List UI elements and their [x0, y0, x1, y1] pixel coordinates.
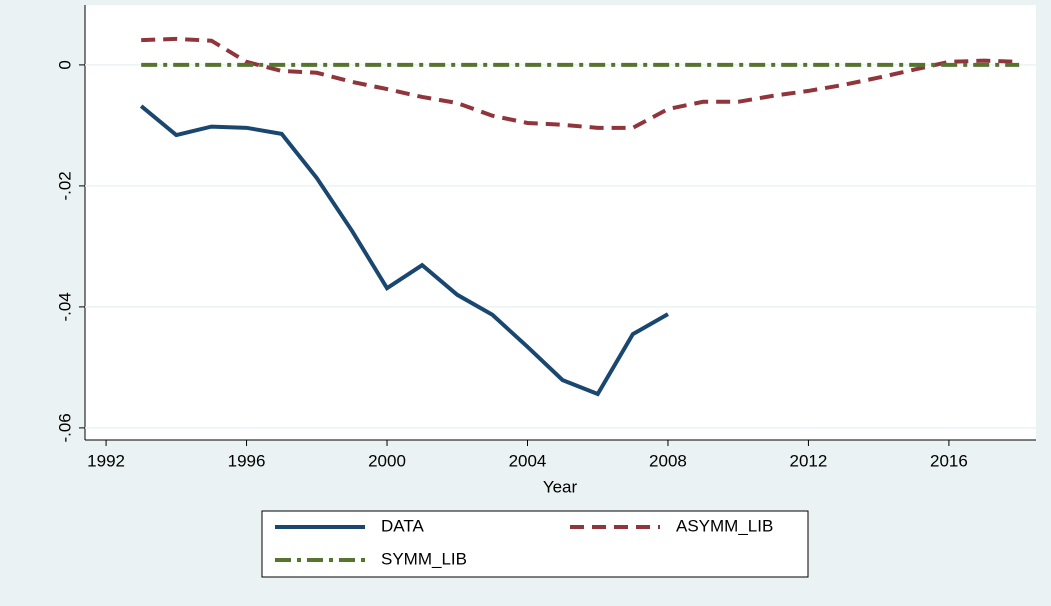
y-tick-label: 0 — [55, 60, 74, 69]
series-line — [141, 36, 1020, 130]
x-tick-label: 1992 — [87, 451, 125, 470]
y-tick-label: -.02 — [55, 171, 74, 200]
x-axis-label: Year — [543, 477, 578, 496]
x-tick-label: 1996 — [228, 451, 266, 470]
x-tick-label: 2008 — [649, 451, 687, 470]
legend-label: DATA — [381, 516, 424, 535]
series-line — [139, 104, 669, 397]
y-tick-label: -.06 — [55, 413, 74, 442]
legend-label: ASYMM_LIB — [676, 516, 773, 535]
plot-area — [85, 5, 1036, 440]
x-tick-label: 2012 — [790, 451, 828, 470]
legend-label: SYMM_LIB — [381, 549, 467, 568]
y-tick-label: -.04 — [55, 292, 74, 321]
x-tick-label: 2004 — [509, 451, 547, 470]
x-tick-label: 2000 — [368, 451, 406, 470]
legend-box — [261, 510, 809, 578]
x-tick-label: 2016 — [930, 451, 968, 470]
